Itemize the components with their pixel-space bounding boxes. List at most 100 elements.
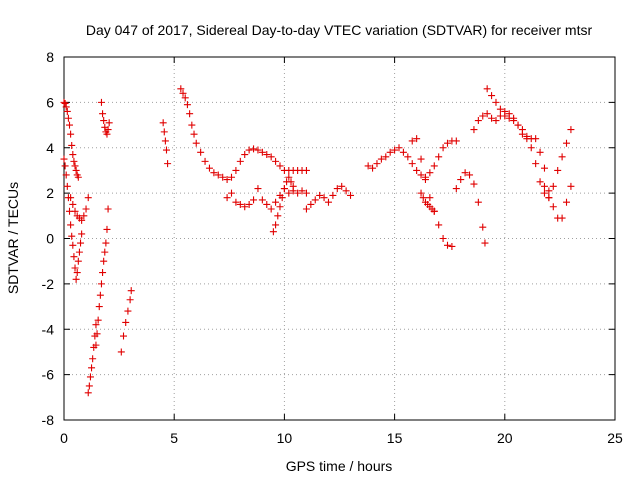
data-point [510,117,518,125]
y-tick-label: -4 [42,321,55,337]
data-point [474,198,482,206]
data-point [254,185,262,193]
data-point [71,207,79,215]
data-point [479,112,487,120]
data-point [274,212,282,220]
data-point [329,191,337,199]
data-marks [60,85,575,397]
data-point [103,130,111,138]
data-point [269,228,277,236]
data-point [333,185,341,193]
data-point [97,98,105,106]
data-point [496,105,504,113]
data-point [210,169,218,177]
data-point [73,269,81,277]
data-point [474,117,482,125]
series-arc-t [545,182,575,222]
data-point [117,348,125,356]
y-tick-label: -8 [42,412,55,428]
data-point [241,151,249,159]
x-tick-label: 15 [387,430,403,446]
data-point [93,330,101,338]
y-tick-label: 2 [46,185,54,201]
data-point [373,160,381,168]
data-point [88,364,96,372]
data-point [338,182,346,190]
data-point [214,171,222,179]
x-tick-label: 10 [277,430,293,446]
data-point [545,194,553,202]
data-point [71,162,79,170]
data-point [430,207,438,215]
data-point [307,200,315,208]
y-tick-label: -6 [42,367,55,383]
data-point [280,185,288,193]
data-point [232,198,240,206]
data-point [181,94,189,102]
data-point [377,155,385,163]
data-point [435,153,443,161]
data-point [263,151,271,159]
data-point [66,121,74,129]
data-point [320,194,328,202]
y-tick-label: 4 [46,140,54,156]
series-arc-r [483,85,548,172]
data-point [84,389,92,397]
series-arc-g [117,287,135,356]
data-point [71,264,79,272]
x-tick-label: 20 [497,430,513,446]
data-point [421,176,429,184]
data-point [426,169,434,177]
data-point [62,171,70,179]
data-point [276,162,284,170]
y-tick-label: -2 [42,276,55,292]
data-point [74,173,82,181]
data-point [60,155,68,163]
data-point [563,198,571,206]
data-point [63,107,71,115]
data-point [483,110,491,118]
data-point [69,200,77,208]
data-point [100,257,108,265]
data-point [457,176,465,184]
series-arc-o [417,189,438,215]
data-point [267,205,275,213]
data-point [505,114,513,122]
data-point [67,194,75,202]
data-point [395,144,403,152]
data-point [443,139,451,147]
data-point [311,196,319,204]
data-point [67,221,75,229]
y-tick-label: 6 [46,94,54,110]
data-point [86,373,94,381]
data-point [100,117,108,125]
data-point [479,223,487,231]
data-point [272,157,280,165]
data-point [413,135,421,143]
series-arc-h [159,119,172,168]
data-point [94,316,102,324]
data-point [448,242,456,250]
data-point [364,162,372,170]
data-point [95,303,103,311]
data-point [192,139,200,147]
data-point [285,189,293,197]
data-point [347,191,355,199]
data-point [162,146,170,154]
data-point [419,194,427,202]
data-point [245,200,253,208]
x-tick-label: 25 [607,430,623,446]
data-point [177,85,185,93]
data-point [523,132,531,140]
data-point [417,155,425,163]
data-point [120,332,128,340]
data-point [435,221,443,229]
data-point [287,178,295,186]
data-point [70,157,78,165]
data-point [481,239,489,247]
data-point [439,235,447,242]
data-point [69,241,77,249]
data-point [99,110,107,118]
data-point [236,157,244,165]
y-tick-label: 8 [46,49,54,65]
